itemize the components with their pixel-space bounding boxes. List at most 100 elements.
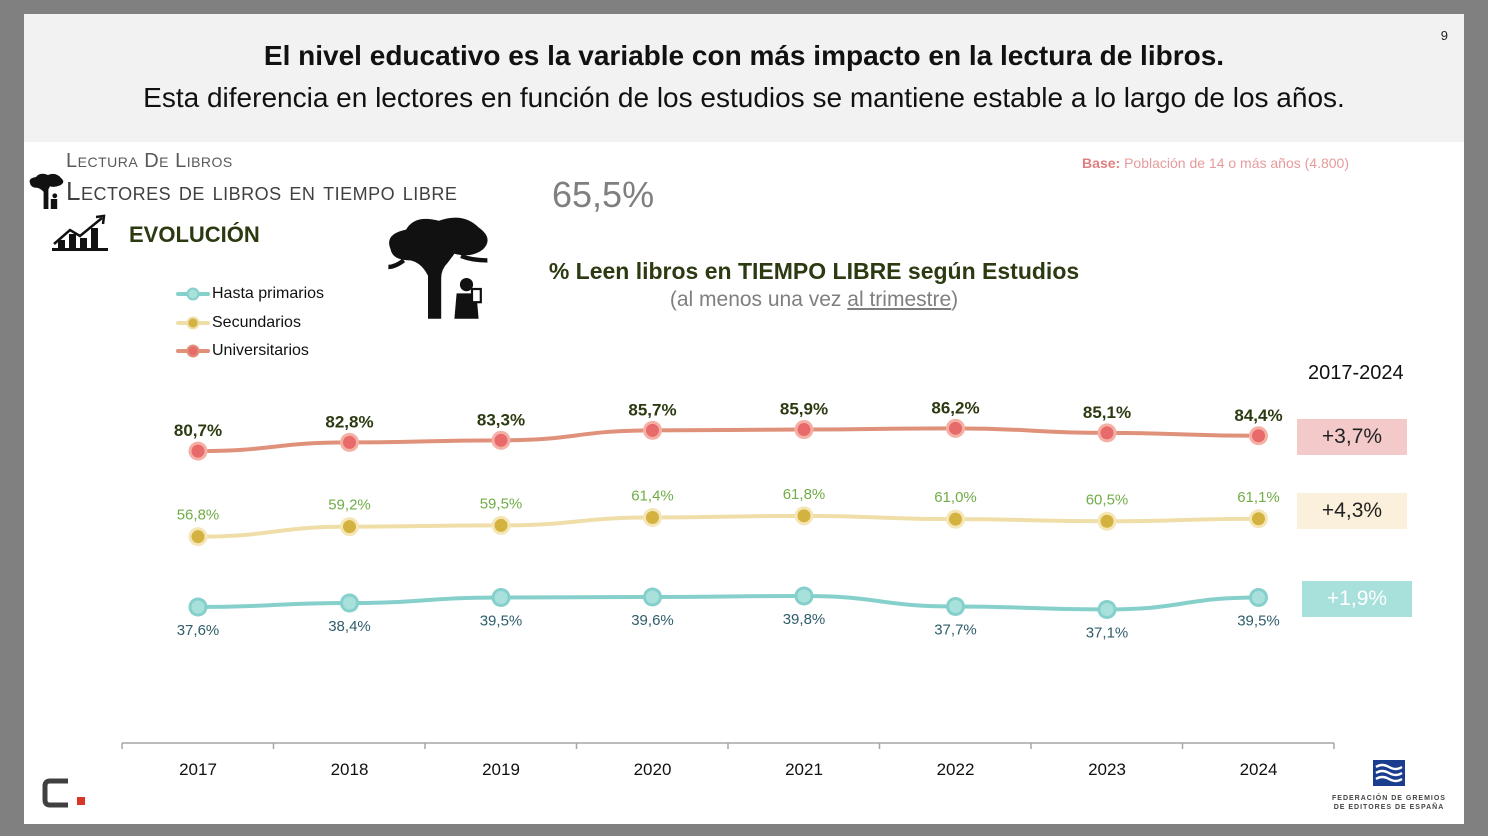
data-point-secundarios <box>191 530 205 544</box>
overall-value: 65,5% <box>552 174 655 215</box>
data-label-primarios: 37,7% <box>934 622 977 639</box>
data-point-universitarios <box>191 444 205 458</box>
data-point-universitarios <box>797 423 811 437</box>
data-label-secundarios: 61,8% <box>783 486 826 503</box>
data-point-universitarios <box>343 435 356 449</box>
tree-reader-icon <box>29 173 64 209</box>
data-point-universitarios <box>1252 429 1265 443</box>
federation-text-line: DE EDITORES DE ESPAÑA <box>1333 804 1445 811</box>
base-note-label: Base: <box>1082 155 1121 171</box>
legend-label: Universitarios <box>212 342 309 360</box>
series-line-universitarios <box>196 426 1261 454</box>
data-label-secundarios: 56,8% <box>177 507 220 524</box>
data-label-universitarios: 85,9% <box>780 400 828 419</box>
data-label-universitarios: 85,7% <box>628 400 676 419</box>
data-point-primarios <box>1252 591 1265 604</box>
section-title: Lectores de libros en tiempo libre <box>66 176 458 206</box>
data-point-primarios <box>191 600 205 614</box>
legend-label: Hasta primarios <box>212 285 325 303</box>
x-tick-label: 2021 <box>785 760 823 779</box>
data-label-secundarios: 59,2% <box>328 497 371 514</box>
chart-plot: 2017 2018 2019 2020 2021 2022 2023 2024 80,7% 82,… <box>121 398 1335 779</box>
evolution-label: EVOLUCIÓN <box>129 222 260 247</box>
data-point-secundarios <box>949 512 962 526</box>
data-label-primarios: 39,8% <box>783 611 826 628</box>
brand-logo-icon <box>42 778 85 808</box>
data-label-primarios: 39,5% <box>480 613 523 630</box>
series-line-primarios <box>196 593 1261 612</box>
data-label-primarios: 37,6% <box>177 622 220 639</box>
data-label-universitarios: 86,2% <box>931 398 979 417</box>
data-label-primarios: 39,5% <box>1237 613 1280 630</box>
page-number: 9 <box>1440 28 1448 43</box>
change-value: +4,3% <box>1321 499 1383 522</box>
data-label-universitarios: 84,4% <box>1234 406 1282 425</box>
series-line-secundarios <box>196 513 1261 539</box>
chart-title: % Leen libros en TIEMPO LIBRE según Estu… <box>548 258 1080 284</box>
change-badge-primarios: +1,9% <box>1302 581 1412 617</box>
data-label-universitarios: 82,8% <box>325 412 373 431</box>
data-point-secundarios <box>494 518 508 532</box>
legend-marker-icon <box>176 344 210 358</box>
legend-label: Secundarios <box>212 313 301 331</box>
headline: El nivel educativo es la variable con má… <box>263 40 1225 71</box>
data-point-primarios <box>646 590 659 604</box>
data-point-primarios <box>1100 603 1114 616</box>
growth-chart-icon <box>52 214 108 251</box>
chart-subtitle-underlined: al trimestre <box>847 288 952 311</box>
data-label-universitarios: 83,3% <box>477 410 525 429</box>
data-point-secundarios <box>1252 512 1265 526</box>
data-label-universitarios: 85,1% <box>1083 403 1131 422</box>
x-tick-label: 2020 <box>634 760 672 779</box>
data-point-universitarios <box>646 423 659 437</box>
federation-text-line: FEDERACIÓN DE GREMIOS <box>1332 795 1446 802</box>
legend-item-secundarios: Secundarios <box>176 309 324 338</box>
federation-logo: FEDERACIÓN DE GREMIOS DE EDITORES DE ESP… <box>1324 760 1454 812</box>
data-label-secundarios: 61,0% <box>934 489 977 506</box>
chart-legend: Hasta primarios Secundarios Universitari… <box>176 280 324 366</box>
data-label-universitarios: 80,7% <box>174 421 222 440</box>
legend-marker-icon <box>176 316 210 330</box>
x-tick-label: 2017 <box>179 760 217 779</box>
data-point-secundarios <box>343 520 356 534</box>
x-tick-label: 2023 <box>1088 760 1126 779</box>
change-badge-secundarios: +4,3% <box>1297 493 1407 529</box>
range-label: 2017-2024 <box>1308 362 1404 384</box>
base-note: Base: Población de 14 o más años (4.800) <box>1082 155 1349 171</box>
change-value: +1,9% <box>1326 587 1388 610</box>
data-point-universitarios <box>494 433 508 447</box>
section-label: Lectura De Libros <box>66 150 233 172</box>
data-point-secundarios <box>1100 514 1114 528</box>
data-label-secundarios: 59,5% <box>480 495 523 512</box>
federation-logo-icon <box>1373 760 1405 786</box>
data-point-universitarios <box>1100 426 1114 440</box>
data-label-secundarios: 61,1% <box>1237 489 1280 506</box>
change-badge-universitarios: +3,7% <box>1297 419 1407 455</box>
data-point-secundarios <box>646 511 659 524</box>
change-value: +3,7% <box>1321 425 1383 448</box>
x-tick-label: 2024 <box>1240 760 1278 779</box>
data-point-secundarios <box>797 509 811 523</box>
data-point-primarios <box>343 596 356 610</box>
data-point-primarios <box>949 600 962 613</box>
legend-item-universitarios: Universitarios <box>176 337 324 366</box>
data-point-universitarios <box>949 421 962 435</box>
data-label-primarios: 37,1% <box>1086 625 1129 642</box>
chart-subtitle-after: ) <box>951 288 959 311</box>
data-point-primarios <box>494 591 508 604</box>
slide: 9 El nivel educativo es la variable con … <box>24 14 1464 824</box>
data-label-secundarios: 60,5% <box>1086 491 1129 508</box>
data-label-primarios: 38,4% <box>328 618 371 635</box>
federation-text: FEDERACIÓN DE GREMIOS DE EDITORES DE ESP… <box>1324 794 1454 812</box>
x-tick-label: 2019 <box>482 760 520 779</box>
subheadline: Esta diferencia en lectores en función d… <box>143 82 1345 113</box>
chart-subtitle: (al menos una vez al trimestre) <box>454 288 1174 312</box>
data-point-primarios <box>797 589 811 603</box>
legend-item-primarios: Hasta primarios <box>176 280 324 309</box>
chart-subtitle-before: (al menos una vez <box>669 288 848 311</box>
x-tick-label: 2018 <box>331 760 369 779</box>
data-label-primarios: 39,6% <box>631 612 674 629</box>
data-label-secundarios: 61,4% <box>631 488 674 505</box>
base-note-text: Población de 14 o más años (4.800) <box>1120 155 1349 171</box>
legend-marker-icon <box>176 287 210 301</box>
